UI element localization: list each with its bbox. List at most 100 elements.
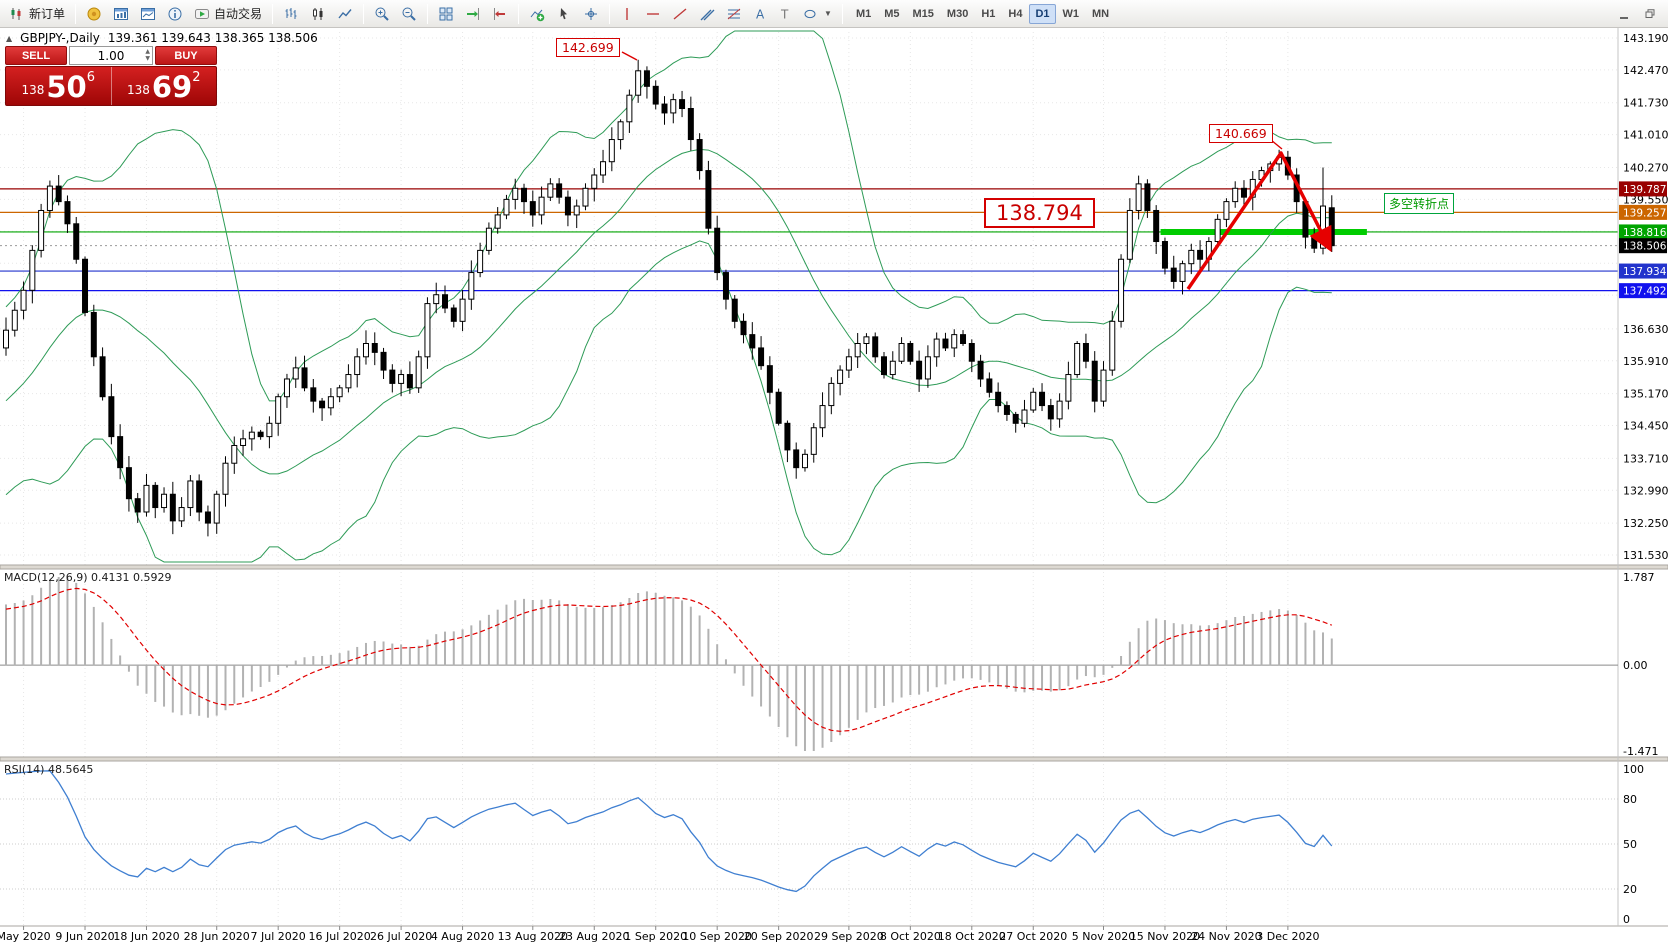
svg-text:May 2020: May 2020 [0, 930, 51, 943]
indicators-icon [530, 9, 545, 21]
horizontal-line-button[interactable] [640, 2, 666, 26]
price-annotation-142699[interactable]: 142.699 [556, 38, 620, 57]
text-label-button[interactable]: T [773, 2, 797, 26]
toolbar-separator [609, 3, 611, 24]
timeframe-button-h1[interactable]: H1 [975, 4, 1001, 24]
macd-content: 1.787 0.00 -1.471 [0, 571, 1658, 758]
text-button[interactable]: A [748, 2, 772, 26]
panel-separators[interactable] [0, 28, 1668, 927]
bid-main: 50 [46, 70, 87, 104]
new-order-label: 新订单 [29, 7, 66, 21]
auto-scroll-icon [467, 7, 480, 20]
market-watch-button[interactable] [108, 2, 134, 26]
svg-text:139.257: 139.257 [1623, 207, 1666, 219]
svg-text:133.710: 133.710 [1623, 452, 1668, 465]
timeframe-button-mn[interactable]: MN [1086, 4, 1115, 24]
restore-chart-button[interactable] [1638, 2, 1662, 26]
svg-text:20: 20 [1623, 883, 1637, 896]
svg-text:T: T [780, 7, 789, 21]
svg-text:137.492: 137.492 [1623, 286, 1666, 298]
svg-text:136.630: 136.630 [1623, 323, 1668, 336]
auto-trading-label: 自动交易 [214, 7, 263, 21]
text-icon: A [756, 7, 765, 21]
svg-text:1 Sep 2020: 1 Sep 2020 [624, 930, 687, 943]
navigator-button[interactable] [162, 2, 188, 26]
svg-text:141.010: 141.010 [1623, 129, 1668, 142]
ask-price[interactable]: 138 69 2 [110, 67, 217, 105]
chart-shift-button[interactable] [487, 2, 513, 26]
new-order-button[interactable]: 新订单 [4, 2, 70, 26]
ohlc-values: 139.361 139.643 138.365 138.506 [107, 31, 318, 45]
rsi-label: RSI(14) 48.5645 [4, 763, 94, 776]
bid-price[interactable]: 138 50 6 [6, 67, 111, 105]
timeframe-button-m1[interactable]: M1 [850, 4, 877, 24]
vertical-line-button[interactable] [615, 2, 639, 26]
price-annotation-138794[interactable]: 138.794 [984, 198, 1095, 228]
zoom-in-button[interactable] [369, 2, 395, 26]
main-toolbar: 新订单 自 [0, 0, 1668, 28]
one-click-collapse-icon[interactable]: ▲ [6, 33, 13, 43]
price-annotation-140669[interactable]: 140.669 [1209, 124, 1273, 143]
annotation-lines[interactable] [621, 51, 1332, 290]
svg-text:100: 100 [1623, 763, 1644, 776]
svg-text:131.530: 131.530 [1623, 549, 1668, 562]
trendline-button[interactable] [667, 2, 693, 26]
price-axis[interactable]: 143.190 142.470 141.730 141.010 140.270 139.5… [1619, 32, 1668, 562]
svg-text:1.787: 1.787 [1623, 571, 1655, 584]
candlestick-chart-button[interactable] [305, 2, 331, 26]
shapes-button[interactable]: ▼ [798, 2, 837, 26]
svg-text:A: A [756, 7, 765, 21]
timeframe-button-m5[interactable]: M5 [878, 4, 905, 24]
svg-text:9 Jun 2020: 9 Jun 2020 [55, 930, 114, 943]
svg-text:143.190: 143.190 [1623, 32, 1668, 45]
volume-stepper[interactable]: 1.00 ▲ ▼ [69, 46, 153, 65]
toolbar-separator [427, 3, 429, 24]
svg-text:138.816: 138.816 [1623, 227, 1667, 239]
channel-icon [700, 9, 715, 20]
crosshair-button[interactable] [578, 2, 604, 26]
auto-scroll-button[interactable] [460, 2, 486, 26]
sell-button[interactable]: SELL [5, 46, 67, 65]
zoom-out-button[interactable] [396, 2, 422, 26]
tile-windows-button[interactable] [433, 2, 459, 26]
timeframe-button-m30[interactable]: M30 [941, 4, 974, 24]
volume-up-icon[interactable]: ▲ [145, 48, 150, 55]
toolbar-separator [841, 3, 843, 24]
timeframe-button-h4[interactable]: H4 [1002, 4, 1028, 24]
volume-down-icon[interactable]: ▼ [145, 55, 150, 62]
bar-chart-button[interactable] [278, 2, 304, 26]
metaquotes-logo-button[interactable] [81, 2, 107, 26]
auto-trading-button[interactable]: 自动交易 [189, 2, 267, 26]
svg-text:-1.471: -1.471 [1623, 745, 1658, 758]
data-window-icon [141, 7, 156, 20]
svg-text:132.990: 132.990 [1623, 484, 1668, 497]
turning-point-label[interactable]: 多空转折点 [1384, 193, 1455, 214]
toolbar-right-group [1612, 2, 1664, 26]
timeframe-button-d1[interactable]: D1 [1029, 3, 1056, 24]
timeframe-button-m15[interactable]: M15 [907, 4, 940, 24]
bid-sup: 6 [86, 70, 96, 85]
data-window-button[interactable] [135, 2, 161, 26]
timeframe-button-w1[interactable]: W1 [1057, 4, 1086, 24]
horizontal-price-lines[interactable] [0, 188, 1618, 292]
svg-text:26 Jul 2020: 26 Jul 2020 [370, 930, 432, 943]
svg-text:135.910: 135.910 [1623, 355, 1668, 368]
minimize-chart-button[interactable] [1612, 2, 1636, 26]
crosshair-icon [585, 7, 598, 20]
cursor-button[interactable] [551, 2, 577, 26]
new-order-icon [11, 7, 21, 20]
buy-button[interactable]: BUY [155, 46, 217, 65]
indicators-button[interactable] [524, 2, 550, 26]
candlestick-chart-icon [313, 7, 323, 20]
candlestick-series[interactable] [3, 59, 1335, 537]
horizontal-line-icon [647, 12, 660, 15]
svg-text:132.250: 132.250 [1623, 517, 1668, 530]
navigator-icon [168, 7, 182, 20]
rsi-content: 100 80 50 20 0 [0, 763, 1644, 926]
fibonacci-button[interactable] [721, 2, 747, 26]
line-chart-button[interactable] [332, 2, 358, 26]
bid-prefix: 138 [21, 83, 45, 97]
equidistant-channel-button[interactable] [694, 2, 720, 26]
